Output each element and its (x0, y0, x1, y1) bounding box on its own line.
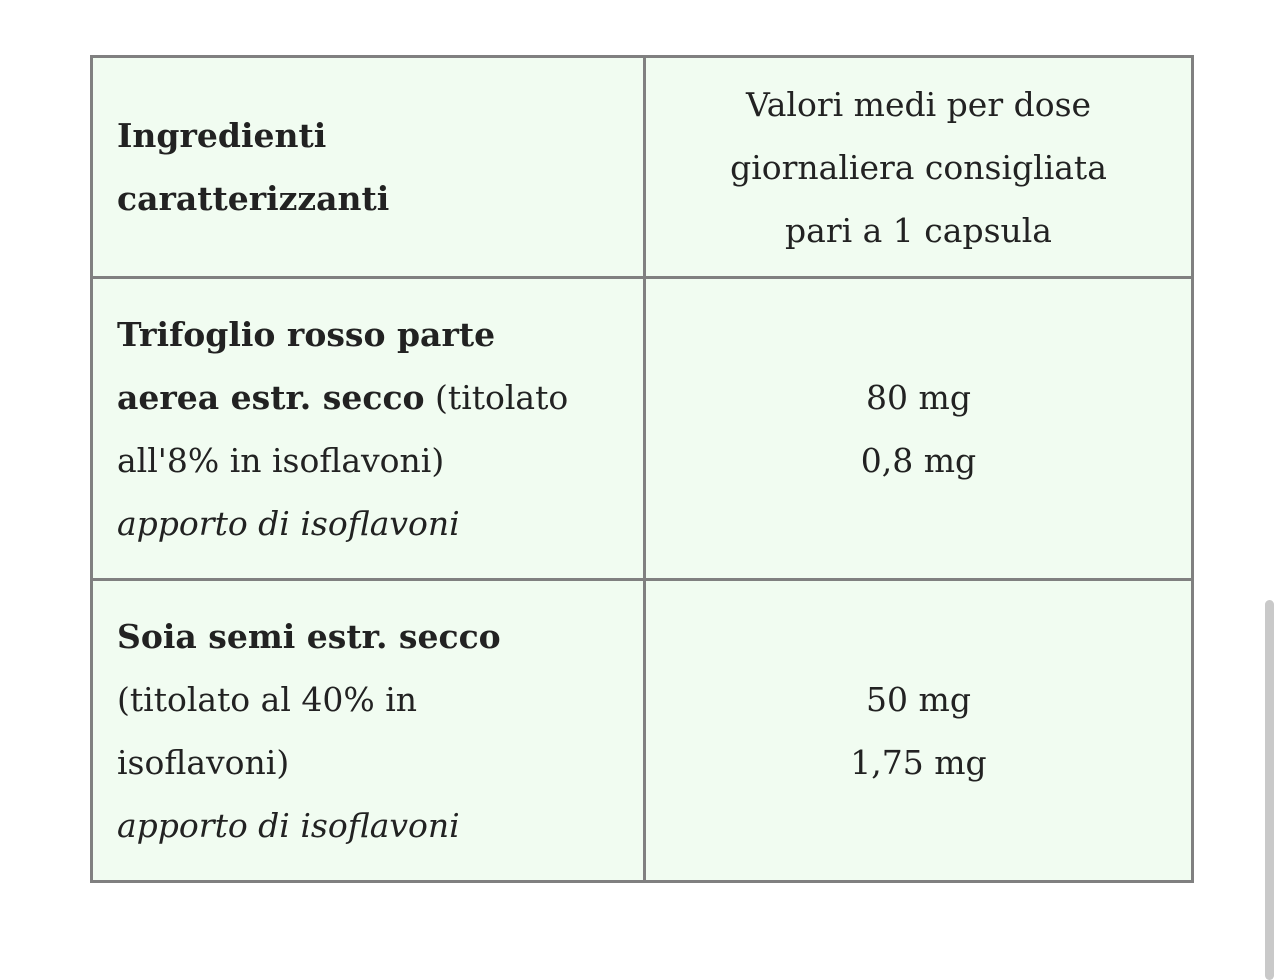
value-cell: 50 mg 1,75 mg (643, 578, 1194, 883)
value: 1,75 mg (850, 742, 987, 782)
value-cell: 80 mg 0,8 mg (643, 276, 1194, 581)
value: 0,8 mg (860, 440, 977, 480)
table-header-row: Ingredienti caratterizzanti Valori medi … (90, 55, 1194, 279)
table-row: Soia semi estr. secco (titolato al 40% i… (90, 578, 1194, 883)
ingredient-cell: Trifoglio rosso parte aerea estr. secco … (90, 276, 646, 581)
ingredient-sub: apporto di isoflavoni (117, 805, 460, 845)
header-values: Valori medi per dose giornaliera consigl… (643, 55, 1194, 279)
table-row: Trifoglio rosso parte aerea estr. secco … (90, 276, 1194, 581)
ingredient-sub: apporto di isoflavoni (117, 503, 460, 543)
header-text: Ingredienti (117, 116, 327, 155)
header-text: caratterizzanti (117, 179, 390, 218)
ingredient-cell: Soia semi estr. secco (titolato al 40% i… (90, 578, 646, 883)
header-text: pari a 1 capsula (785, 210, 1052, 250)
ingredients-table: Ingredienti caratterizzanti Valori medi … (90, 55, 1194, 883)
value: 50 mg (866, 679, 971, 719)
ingredient-name: Soia semi estr. secco (117, 616, 501, 656)
ingredient-detail: isoflavoni) (117, 742, 290, 782)
header-text: giornaliera consigliata (730, 147, 1107, 187)
ingredient-name: Trifoglio rosso parte (117, 314, 496, 354)
header-text: Valori medi per dose (745, 84, 1092, 124)
scrollbar[interactable] (1265, 600, 1274, 980)
header-ingredients: Ingredienti caratterizzanti (90, 55, 646, 279)
ingredient-name: aerea estr. secco (117, 377, 425, 417)
ingredient-detail: all'8% in isoflavoni) (117, 440, 445, 480)
ingredient-detail: (titolato (424, 377, 569, 417)
value: 80 mg (866, 377, 971, 417)
ingredient-detail: (titolato al 40% in (117, 679, 418, 719)
